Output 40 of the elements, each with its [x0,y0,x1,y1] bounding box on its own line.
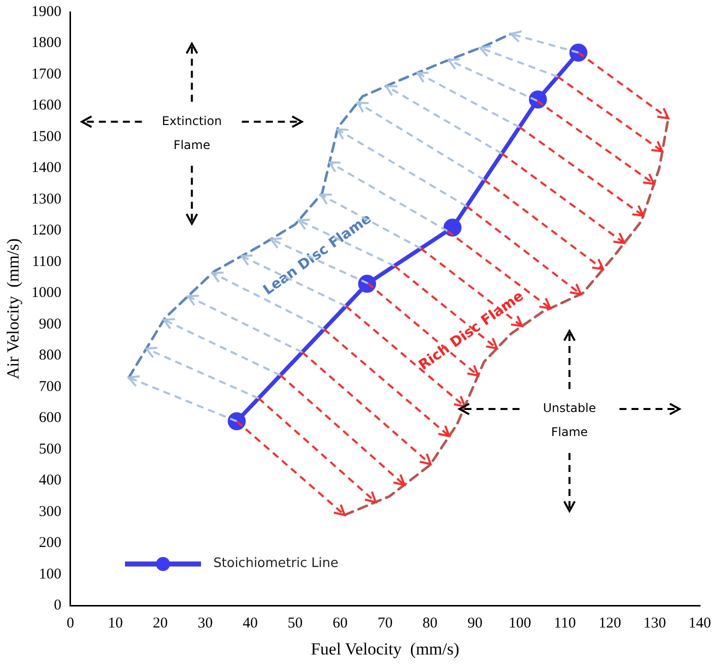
annotation: Extinction Flame [162,114,222,152]
x-tick-label: 120 [598,616,622,632]
y-tick-label: 1900 [31,4,62,20]
annotation: Unstable Flame [542,401,596,440]
y-tick-label: 1500 [31,128,62,145]
y-tick-label: 1200 [31,222,62,239]
x-tick-label: 30 [198,616,213,632]
y-tick-label: 200 [38,535,62,552]
x-tick-label: 60 [332,616,348,632]
y-tick-label: 1600 [31,98,62,114]
y-tick-label: 1400 [31,160,62,176]
x-axis-title: Fuel Velocity (mm/s) [310,639,460,658]
y-tick-label: 1300 [31,191,62,208]
y-tick-label: 0 [54,598,62,614]
y-tick-label: 700 [38,378,62,395]
y-tick-label: 300 [38,504,62,520]
x-tick-label: 40 [242,616,258,632]
y-axis-title: Air Velocity (mm/s) [4,238,23,380]
y-tick-label: 100 [38,566,62,582]
x-tick-label: 100 [508,616,532,632]
y-tick-label: 800 [38,348,62,364]
x-tick-label: 90 [467,616,482,632]
x-tick-label: 70 [378,616,393,632]
x-tick-label: 110 [554,616,576,632]
y-tick-label: 1000 [31,285,62,302]
y-tick-label: 1800 [31,35,62,52]
y-tick-label: 1100 [32,254,62,270]
y-tick-label: 600 [38,410,62,426]
x-tick-label: 130 [644,616,666,632]
x-tick-label: 140 [688,616,711,632]
x-tick-label: 0 [66,616,74,632]
x-tick-label: 10 [108,616,123,632]
x-tick-label: 80 [422,616,438,632]
y-tick-label: 900 [38,316,62,332]
text: Stoichiometric Line [213,556,338,572]
x-tick-label: 20 [152,616,168,632]
y-tick-label: 400 [38,472,62,489]
y-tick-label: 1700 [31,66,62,82]
y-tick-label: 500 [38,441,62,458]
x-tick-label: 50 [288,616,303,632]
